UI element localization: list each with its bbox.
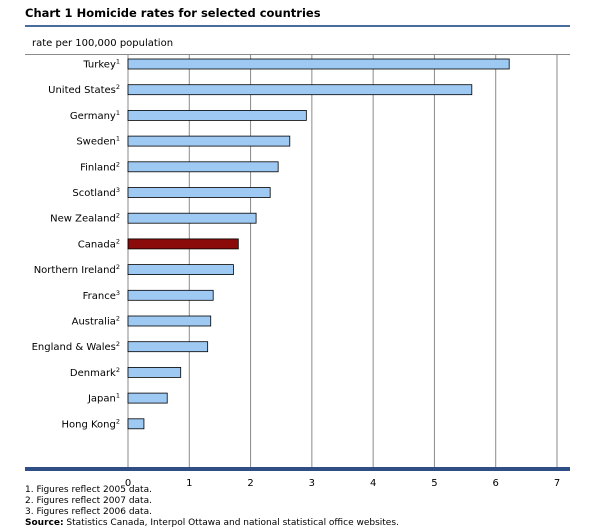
category-label-turkey: Turkey1 — [82, 58, 120, 71]
category-name: England & Wales — [32, 342, 116, 353]
bar-japan — [127, 392, 168, 404]
footnote-2: 2. Figures reflect 2007 data. — [25, 496, 152, 506]
category-footnote-marker: 2 — [116, 237, 120, 245]
x-tick-label-4: 4 — [370, 478, 376, 489]
bar-northern-ireland — [127, 264, 234, 276]
category-name: Finland — [80, 162, 116, 173]
category-name: United States — [48, 85, 116, 96]
bar-australia — [127, 315, 212, 327]
category-footnote-marker: 2 — [116, 340, 120, 348]
category-name: Northern Ireland — [34, 265, 116, 276]
category-label-france: France3 — [83, 289, 120, 302]
category-name: Canada — [78, 239, 116, 250]
category-label-denmark: Denmark2 — [70, 366, 120, 379]
bar-hong-kong — [127, 418, 145, 430]
category-footnote-marker: 2 — [116, 83, 120, 91]
category-label-england-wales: England & Wales2 — [32, 340, 120, 353]
plot-top-border — [25, 54, 570, 55]
category-footnote-marker: 2 — [116, 366, 120, 374]
category-name: Australia — [72, 317, 116, 328]
category-label-japan: Japan1 — [87, 392, 120, 405]
category-label-finland: Finland2 — [80, 160, 120, 173]
category-label-new-zealand: New Zealand2 — [50, 212, 120, 225]
footnote-1: 1. Figures reflect 2005 data. — [25, 485, 152, 495]
x-tick-label-6: 6 — [493, 478, 499, 489]
bar-sweden — [127, 135, 291, 147]
title-rule — [25, 25, 570, 27]
category-label-germany: Germany1 — [70, 109, 120, 122]
bar-turkey — [127, 58, 510, 70]
chart-title: Chart 1 Homicide rates for selected coun… — [25, 6, 321, 20]
x-axis-band — [25, 467, 570, 471]
category-label-united-states: United States2 — [48, 83, 120, 96]
category-footnote-marker: 2 — [116, 263, 120, 271]
bar-denmark — [127, 366, 182, 378]
x-tick-label-7: 7 — [554, 478, 560, 489]
category-name: New Zealand — [50, 214, 116, 225]
x-tick-label-1: 1 — [186, 478, 192, 489]
bar-new-zealand — [127, 212, 257, 224]
category-name: Scotland — [72, 188, 115, 199]
category-name: Hong Kong — [61, 419, 115, 430]
category-footnote-marker: 1 — [116, 392, 120, 400]
footnotes: 1. Figures reflect 2005 data. 2. Figures… — [25, 485, 399, 529]
category-footnote-marker: 1 — [116, 109, 120, 117]
category-footnote-marker: 1 — [116, 135, 120, 143]
x-tick-label-5: 5 — [431, 478, 437, 489]
bar-canada — [127, 238, 239, 250]
category-name: Germany — [70, 111, 116, 122]
bar-united-states — [127, 84, 473, 96]
source-note: Source: Statistics Canada, Interpol Otta… — [25, 518, 399, 529]
source-text: Statistics Canada, Interpol Ottawa and n… — [63, 518, 399, 528]
bar-germany — [127, 110, 307, 121]
category-footnote-marker: 2 — [116, 160, 120, 168]
category-name: Japan — [87, 394, 116, 405]
category-label-hong-kong: Hong Kong2 — [61, 417, 120, 430]
category-footnote-marker: 2 — [116, 315, 120, 323]
category-footnote-marker: 3 — [116, 186, 120, 194]
category-label-scotland: Scotland3 — [72, 186, 120, 199]
axis-unit-label: rate per 100,000 population — [32, 38, 174, 49]
category-label-northern-ireland: Northern Ireland2 — [34, 263, 120, 276]
category-footnote-marker: 1 — [116, 58, 120, 66]
footnote-3: 3. Figures reflect 2006 data. — [25, 507, 152, 517]
bar-finland — [127, 161, 279, 173]
category-name: Sweden — [76, 137, 116, 148]
bar-scotland — [127, 187, 271, 198]
bar-england-wales — [127, 341, 209, 353]
category-label-canada: Canada2 — [78, 237, 120, 250]
x-tick-label-2: 2 — [247, 478, 253, 489]
bar-france — [127, 289, 214, 301]
category-name: France — [83, 291, 116, 302]
category-footnote-marker: 3 — [116, 289, 120, 297]
category-footnote-marker: 2 — [116, 212, 120, 220]
x-tick-label-3: 3 — [309, 478, 315, 489]
category-label-sweden: Sweden1 — [76, 135, 120, 148]
category-name: Turkey — [82, 60, 116, 71]
source-label: Source: — [25, 518, 64, 528]
category-name: Denmark — [70, 368, 116, 379]
x-tick-label-0: 0 — [125, 478, 131, 489]
category-footnote-marker: 2 — [116, 417, 120, 425]
category-label-australia: Australia2 — [72, 315, 120, 328]
